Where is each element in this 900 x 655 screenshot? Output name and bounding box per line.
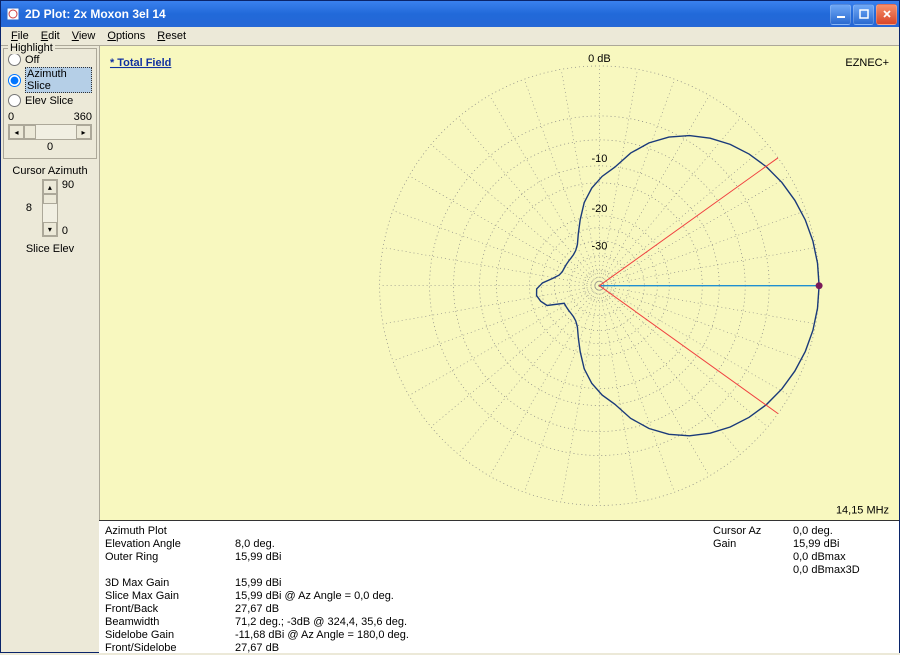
svg-text:-30: -30 <box>591 241 607 253</box>
hl-value: 0 <box>8 141 92 153</box>
elev-min: 0 <box>62 225 74 237</box>
side-panel: Highlight Off Azimuth Slice Elev Slice 0… <box>1 46 99 652</box>
minimize-button[interactable] <box>830 4 851 25</box>
svg-text:-20: -20 <box>591 203 607 215</box>
menu-reset[interactable]: Reset <box>151 28 192 44</box>
chevron-left-icon[interactable]: ◂ <box>9 125 24 139</box>
radio-off[interactable]: Off <box>8 53 92 66</box>
highlight-legend: Highlight <box>8 42 55 54</box>
radio-elev-slice[interactable]: Elev Slice <box>8 94 92 107</box>
cursor-azimuth-label: Cursor Azimuth <box>3 165 97 177</box>
main-area: Highlight Off Azimuth Slice Elev Slice 0… <box>1 46 899 652</box>
elev-slider-wrap: 8 ▴ ▾ 90 0 <box>3 179 97 237</box>
hl-scale-max: 360 <box>74 111 92 123</box>
elev-slider[interactable]: ▴ ▾ <box>42 179 58 237</box>
titlebar: 2D Plot: 2x Moxon 3el 14 <box>1 1 899 27</box>
svg-text:0 dB: 0 dB <box>588 53 611 65</box>
elev-max: 90 <box>62 179 74 191</box>
hl-scale: 0 360 <box>8 111 92 123</box>
menubar: File Edit View Options Reset <box>1 27 899 46</box>
highlight-group: Highlight Off Azimuth Slice Elev Slice 0… <box>3 48 97 159</box>
slice-elev-label: Slice Elev <box>3 243 97 255</box>
elev-value: 8 <box>26 179 40 237</box>
close-button[interactable] <box>876 4 897 25</box>
svg-text:14,15 MHz: 14,15 MHz <box>836 504 889 516</box>
radio-azimuth-slice[interactable]: Azimuth Slice <box>8 67 92 93</box>
svg-text:EZNEC+: EZNEC+ <box>845 57 889 69</box>
chevron-down-icon[interactable]: ▾ <box>43 222 57 236</box>
maximize-button[interactable] <box>853 4 874 25</box>
info-panel: Azimuth PlotElevation AngleOuter Ring 3D… <box>99 520 899 653</box>
hl-slider[interactable]: ◂ ▸ <box>8 124 92 140</box>
app-icon <box>5 6 21 22</box>
menu-options[interactable]: Options <box>101 28 151 44</box>
plot-column: * Total Field EZNEC+ 14,15 MHz 0 dB -10 -20 -3… <box>99 46 899 652</box>
polar-plot: * Total Field EZNEC+ 14,15 MHz 0 dB -10 -20 -3… <box>99 46 899 520</box>
svg-text:-10: -10 <box>591 153 607 165</box>
window-controls <box>830 4 897 25</box>
hl-scale-min: 0 <box>8 111 14 123</box>
menu-view[interactable]: View <box>66 28 102 44</box>
chevron-up-icon[interactable]: ▴ <box>43 180 57 194</box>
chevron-right-icon[interactable]: ▸ <box>76 125 91 139</box>
window-title: 2D Plot: 2x Moxon 3el 14 <box>25 7 830 21</box>
svg-text:* Total Field: * Total Field <box>110 57 171 69</box>
